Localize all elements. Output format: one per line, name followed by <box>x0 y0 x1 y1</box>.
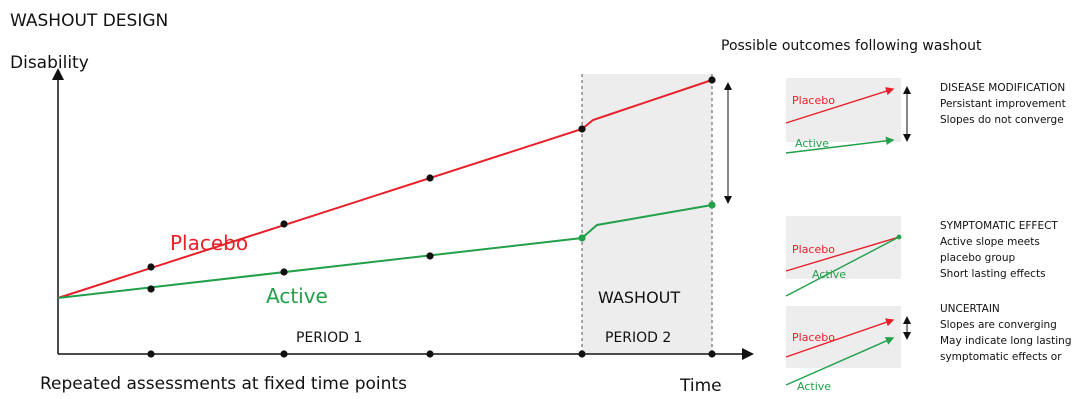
outcome-line: Slopes do not converge <box>940 114 1064 126</box>
meeting-point <box>896 234 902 240</box>
assessment-timepoint <box>426 350 434 358</box>
active-point <box>280 268 288 276</box>
placebo-slope <box>785 236 900 272</box>
page-title: WASHOUT DESIGN <box>10 11 168 31</box>
placebo-point <box>426 174 434 182</box>
period-1-label: PERIOD 1 <box>296 330 362 346</box>
placebo-end-point <box>708 76 716 84</box>
active-point <box>426 252 434 260</box>
placebo-label: Placebo <box>170 231 248 255</box>
placebo-slope <box>785 87 895 124</box>
active-slope <box>785 136 895 154</box>
period-2-label: PERIOD 2 <box>605 330 671 346</box>
assessment-timepoint <box>578 350 586 358</box>
outcomes-title: Possible outcomes following washout <box>721 38 982 54</box>
x-axis-label: Time <box>679 376 722 396</box>
active-point <box>147 285 155 293</box>
placebo-point <box>147 263 155 271</box>
outcome-heading: DISEASE MODIFICATION <box>940 82 1065 94</box>
active-end-point <box>708 201 716 209</box>
panel-placebo-label: Placebo <box>792 331 835 344</box>
placebo-line <box>57 79 713 299</box>
outcome-panel-disease-modification: Placebo Active DISEASE MODIFICATION Pers… <box>785 78 1066 154</box>
main-chart: Disability Time Repeated assessments at … <box>10 53 754 396</box>
assessment-timepoint <box>280 350 288 358</box>
chart-caption: Repeated assessments at fixed time point… <box>40 374 407 394</box>
outcome-line: placebo group <box>940 252 1016 264</box>
outcome-line: Active slope meets <box>940 236 1040 248</box>
outcome-panel-uncertain: Placebo Active UNCERTAIN Slopes are conv… <box>785 303 1072 393</box>
outcome-panel-symptomatic-effect: Placebo Active SYMPTOMATIC EFFECT Active… <box>785 216 1058 297</box>
outcome-heading: SYMPTOMATIC EFFECT <box>940 220 1058 232</box>
placebo-point <box>280 220 288 228</box>
active-label: Active <box>266 284 328 308</box>
panel-placebo-label: Placebo <box>792 94 835 107</box>
washout-label: WASHOUT <box>598 288 680 307</box>
outcome-line: Persistant improvement <box>940 98 1066 110</box>
outcome-heading: UNCERTAIN <box>940 303 1000 315</box>
active-point <box>578 234 586 242</box>
washout-region <box>582 74 712 354</box>
outcome-line: symptomatic effects or <box>940 351 1062 363</box>
placebo-slope <box>785 318 895 358</box>
active-line <box>57 204 713 299</box>
active-slope <box>785 236 900 297</box>
outcome-line: Slopes are converging <box>940 319 1057 331</box>
outcome-line: May indicate long lasting <box>940 335 1072 347</box>
outcome-line: Short lasting effects <box>940 268 1046 280</box>
y-axis-label: Disability <box>10 53 89 73</box>
assessment-timepoint <box>147 350 155 358</box>
panel-active-label: Active <box>795 137 829 150</box>
assessment-timepoint <box>708 350 716 358</box>
panel-background <box>786 216 901 279</box>
panel-placebo-label: Placebo <box>792 243 835 256</box>
panel-active-label: Active <box>812 268 846 281</box>
panel-active-label: Active <box>797 380 831 393</box>
placebo-point <box>578 125 586 133</box>
active-slope <box>785 336 895 386</box>
panel-background <box>786 78 901 142</box>
